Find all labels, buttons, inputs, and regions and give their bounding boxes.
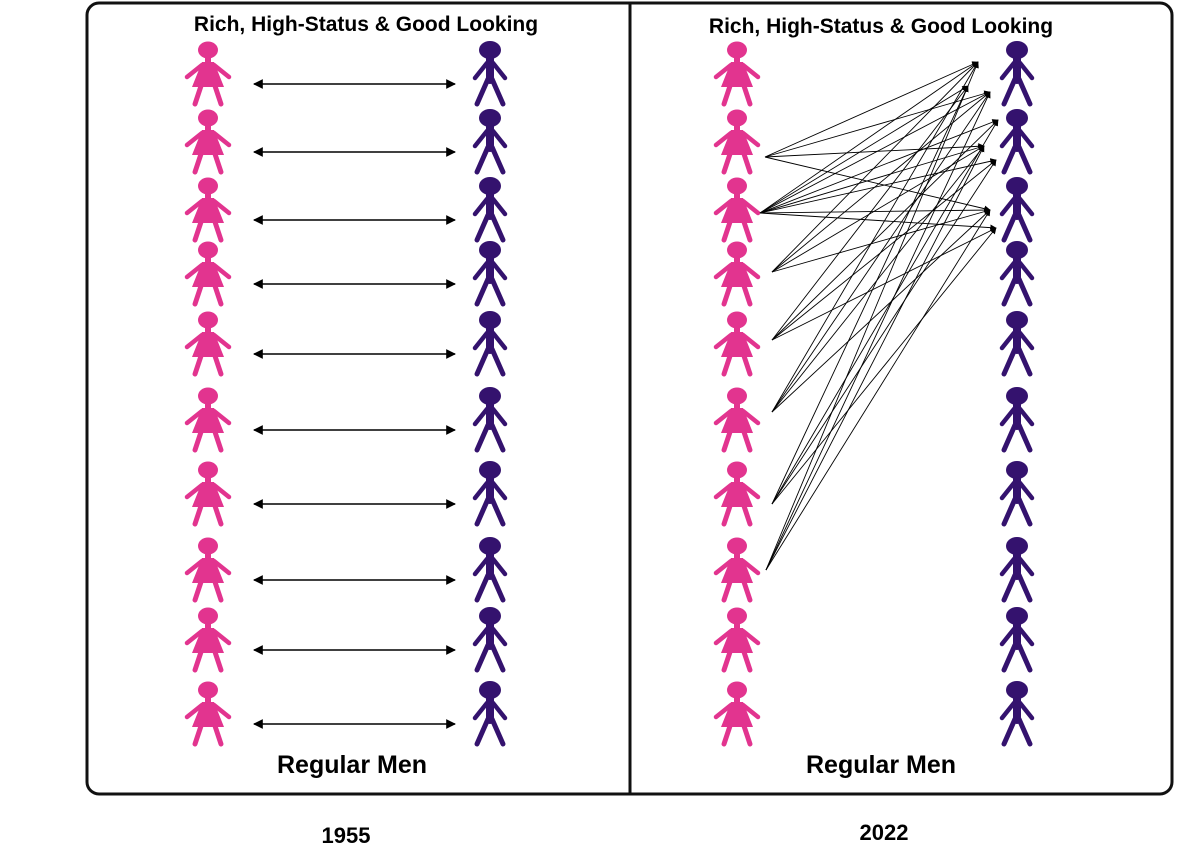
men-column-1955: [472, 41, 508, 747]
panel-1955-bottom-label: Regular Men: [277, 751, 427, 779]
man-figure-icon: [472, 387, 508, 453]
man-figure-icon: [999, 681, 1035, 747]
woman-figure-icon: [184, 109, 232, 175]
attraction-arrow: [771, 61, 979, 413]
attraction-arrow: [771, 91, 991, 273]
attraction-arrow: [764, 90, 991, 158]
attraction-arrow: [771, 91, 991, 413]
woman-figure-icon: [713, 109, 761, 175]
attraction-arrow: [771, 145, 985, 413]
attraction-arrow: [765, 91, 991, 571]
attraction-arrow: [771, 85, 969, 505]
men-column-2022: [999, 41, 1035, 747]
attraction-arrow: [771, 159, 997, 505]
panel-1955: Rich, High-Status & Good Looking Regular…: [184, 13, 538, 779]
attraction-arrow: [771, 119, 999, 505]
woman-figure-icon: [713, 607, 761, 673]
man-figure-icon: [472, 311, 508, 377]
woman-figure-icon: [713, 177, 761, 243]
attraction-arrow: [771, 227, 997, 505]
attraction-arrow: [764, 61, 979, 158]
attraction-arrow: [771, 227, 997, 341]
attraction-arrow: [759, 61, 979, 214]
women-column-1955: [184, 41, 232, 747]
man-figure-icon: [999, 387, 1035, 453]
attraction-arrow: [771, 61, 979, 273]
man-figure-icon: [472, 681, 508, 747]
woman-figure-icon: [713, 387, 761, 453]
man-figure-icon: [999, 311, 1035, 377]
man-figure-icon: [472, 607, 508, 673]
attraction-arrow: [771, 209, 991, 413]
attraction-arrow: [771, 119, 999, 341]
attraction-arrow: [765, 145, 985, 571]
attraction-arrow: [759, 212, 997, 231]
man-figure-icon: [999, 537, 1035, 603]
man-figure-icon: [472, 41, 508, 107]
man-figure-icon: [472, 241, 508, 307]
year-label-1955: 1955: [322, 823, 371, 848]
woman-figure-icon: [184, 461, 232, 527]
attraction-arrow: [771, 208, 991, 273]
attraction-arrow: [759, 91, 991, 214]
attraction-arrow: [771, 85, 969, 341]
man-figure-icon: [999, 109, 1035, 175]
man-figure-icon: [999, 41, 1035, 107]
man-figure-icon: [472, 177, 508, 243]
man-figure-icon: [999, 177, 1035, 243]
woman-figure-icon: [184, 241, 232, 307]
arrows-1955: [253, 79, 456, 729]
attraction-arrow: [759, 158, 997, 214]
arrows-2022: [759, 61, 999, 571]
woman-figure-icon: [184, 387, 232, 453]
man-figure-icon: [999, 607, 1035, 673]
women-column-2022: [713, 41, 761, 747]
woman-figure-icon: [713, 241, 761, 307]
woman-figure-icon: [713, 311, 761, 377]
woman-figure-icon: [713, 461, 761, 527]
woman-figure-icon: [184, 41, 232, 107]
attraction-arrow: [764, 143, 985, 158]
attraction-arrow: [765, 61, 979, 571]
attraction-arrow: [765, 209, 991, 571]
man-figure-icon: [472, 461, 508, 527]
attraction-arrow: [771, 159, 997, 341]
woman-figure-icon: [713, 41, 761, 107]
woman-figure-icon: [184, 537, 232, 603]
attraction-arrow: [759, 206, 991, 214]
woman-figure-icon: [184, 177, 232, 243]
year-label-2022: 2022: [860, 820, 909, 845]
woman-figure-icon: [184, 607, 232, 673]
man-figure-icon: [999, 461, 1035, 527]
woman-figure-icon: [184, 681, 232, 747]
attraction-arrow: [759, 119, 999, 214]
panel-2022: Rich, High-Status & Good Looking Regular…: [709, 15, 1053, 779]
woman-figure-icon: [713, 681, 761, 747]
woman-figure-icon: [184, 311, 232, 377]
woman-figure-icon: [713, 537, 761, 603]
man-figure-icon: [472, 109, 508, 175]
man-figure-icon: [472, 537, 508, 603]
attraction-arrow: [764, 156, 991, 212]
man-figure-icon: [999, 241, 1035, 307]
panel-2022-bottom-label: Regular Men: [806, 751, 956, 779]
panel-1955-top-label: Rich, High-Status & Good Looking: [194, 13, 538, 36]
panel-2022-top-label: Rich, High-Status & Good Looking: [709, 15, 1053, 38]
attraction-arrow: [771, 145, 985, 273]
attraction-arrow: [759, 144, 985, 214]
